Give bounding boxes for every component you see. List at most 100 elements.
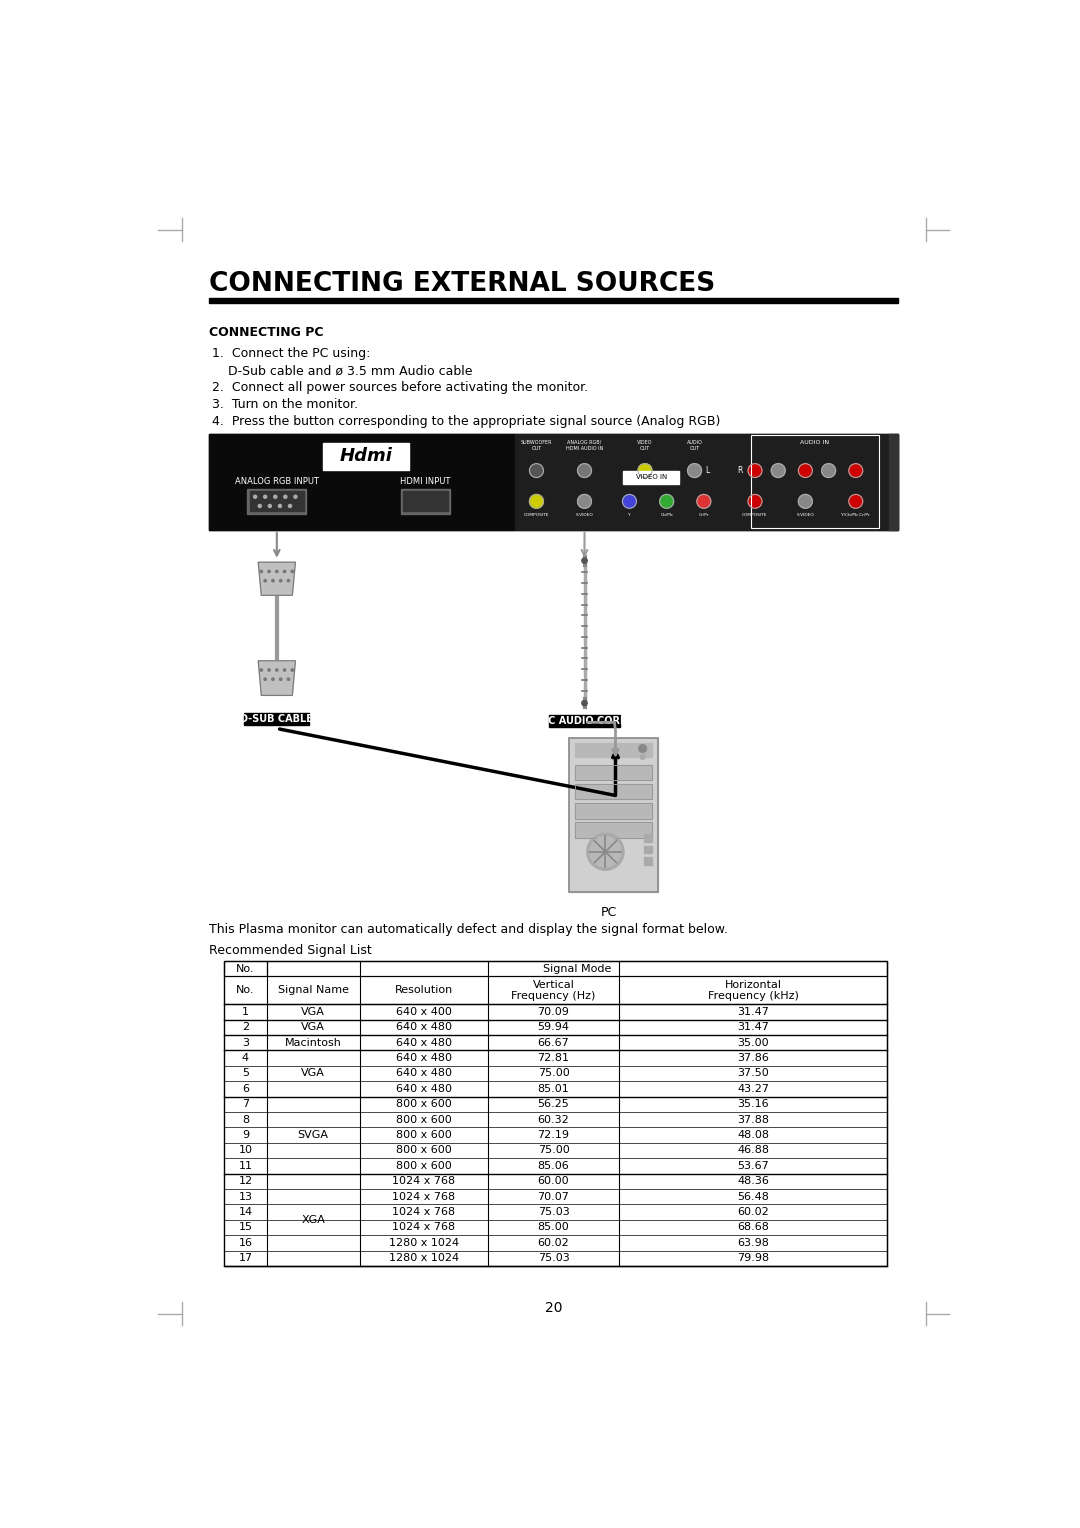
Text: 1.  Connect the PC using:: 1. Connect the PC using: xyxy=(213,347,370,361)
Text: 20: 20 xyxy=(544,1300,563,1314)
Circle shape xyxy=(529,463,543,477)
Text: 10: 10 xyxy=(239,1146,253,1155)
Text: D-Sub cable and ø 3.5 mm Audio cable: D-Sub cable and ø 3.5 mm Audio cable xyxy=(213,364,473,377)
Text: 7: 7 xyxy=(242,1099,249,1109)
Text: 4: 4 xyxy=(242,1053,249,1063)
Bar xyxy=(515,434,899,530)
Text: 5: 5 xyxy=(242,1068,248,1079)
Text: 15: 15 xyxy=(239,1222,253,1233)
Text: 75.03: 75.03 xyxy=(538,1253,569,1264)
Text: 31.47: 31.47 xyxy=(738,1022,769,1033)
Text: Resolution: Resolution xyxy=(394,986,453,995)
Text: 37.86: 37.86 xyxy=(738,1053,769,1063)
Polygon shape xyxy=(258,562,296,596)
Text: 1024 x 768: 1024 x 768 xyxy=(392,1207,456,1218)
Text: 63.98: 63.98 xyxy=(738,1238,769,1248)
Circle shape xyxy=(748,495,762,509)
Circle shape xyxy=(822,463,836,477)
Bar xyxy=(623,471,679,484)
Circle shape xyxy=(292,570,294,573)
Bar xyxy=(576,822,652,837)
Text: Y/Cb/Pb Cr/Pr: Y/Cb/Pb Cr/Pr xyxy=(841,513,870,516)
Text: 12: 12 xyxy=(239,1177,253,1186)
Text: Cb/Pb: Cb/Pb xyxy=(660,513,673,516)
Text: 800 x 600: 800 x 600 xyxy=(395,1161,451,1170)
Text: 2.  Connect all power sources before activating the monitor.: 2. Connect all power sources before acti… xyxy=(213,382,589,394)
Text: 14: 14 xyxy=(239,1207,253,1218)
Text: 800 x 600: 800 x 600 xyxy=(395,1131,451,1140)
Text: 56.25: 56.25 xyxy=(538,1099,569,1109)
Text: 1024 x 768: 1024 x 768 xyxy=(392,1192,456,1201)
Text: No.: No. xyxy=(237,964,255,973)
Circle shape xyxy=(283,669,286,671)
Circle shape xyxy=(268,669,270,671)
Text: 4.  Press the button corresponding to the appropriate signal source (Analog RGB): 4. Press the button corresponding to the… xyxy=(213,416,720,428)
Circle shape xyxy=(268,504,271,507)
Text: No.: No. xyxy=(237,986,255,995)
Bar xyxy=(225,961,887,1267)
Text: 70.07: 70.07 xyxy=(538,1192,569,1201)
Bar xyxy=(267,961,887,976)
Text: 48.08: 48.08 xyxy=(737,1131,769,1140)
Bar xyxy=(576,743,652,756)
Text: 640 x 400: 640 x 400 xyxy=(395,1007,451,1016)
Bar xyxy=(403,492,448,512)
Text: 640 x 480: 640 x 480 xyxy=(395,1083,451,1094)
Circle shape xyxy=(279,504,282,507)
Circle shape xyxy=(660,495,674,509)
Text: Recommended Signal List: Recommended Signal List xyxy=(208,944,372,957)
Text: 6: 6 xyxy=(242,1083,248,1094)
Text: Y: Y xyxy=(629,513,631,516)
Text: ANALOG RGB INPUT: ANALOG RGB INPUT xyxy=(234,477,319,486)
Polygon shape xyxy=(258,660,296,695)
Text: 3.  Turn on the monitor.: 3. Turn on the monitor. xyxy=(213,399,359,411)
Circle shape xyxy=(258,504,261,507)
Circle shape xyxy=(284,495,287,498)
Bar xyxy=(569,738,658,892)
Text: 43.27: 43.27 xyxy=(737,1083,769,1094)
Text: 37.50: 37.50 xyxy=(738,1068,769,1079)
Text: S-VIDEO: S-VIDEO xyxy=(576,513,593,516)
Circle shape xyxy=(264,678,267,680)
Text: 60.32: 60.32 xyxy=(538,1115,569,1125)
Bar xyxy=(401,489,450,513)
Circle shape xyxy=(638,463,652,477)
Text: 17: 17 xyxy=(239,1253,253,1264)
Text: COMPOSITE: COMPOSITE xyxy=(524,513,550,516)
Text: 35.00: 35.00 xyxy=(738,1038,769,1048)
Bar xyxy=(576,784,652,799)
Text: 59.94: 59.94 xyxy=(538,1022,569,1033)
Text: 75.00: 75.00 xyxy=(538,1068,569,1079)
Bar xyxy=(644,857,652,865)
Bar xyxy=(889,434,899,530)
Circle shape xyxy=(638,744,647,752)
Circle shape xyxy=(590,836,621,866)
Circle shape xyxy=(529,495,543,509)
Circle shape xyxy=(292,669,294,671)
Circle shape xyxy=(771,463,785,477)
Text: 56.48: 56.48 xyxy=(738,1192,769,1201)
Text: Cr/Pr: Cr/Pr xyxy=(699,513,710,516)
Text: 79.98: 79.98 xyxy=(737,1253,769,1264)
Text: PC AUDIO CORD: PC AUDIO CORD xyxy=(541,715,627,726)
Text: 48.36: 48.36 xyxy=(738,1177,769,1186)
Text: 640 x 480: 640 x 480 xyxy=(395,1038,451,1048)
Text: Macintosh: Macintosh xyxy=(285,1038,341,1048)
Text: 31.47: 31.47 xyxy=(738,1007,769,1016)
Text: Horizontal
Frequency (kHz): Horizontal Frequency (kHz) xyxy=(707,979,798,1001)
Text: 85.00: 85.00 xyxy=(538,1222,569,1233)
Circle shape xyxy=(582,700,588,706)
Text: Hdmi: Hdmi xyxy=(339,448,392,466)
Text: AUDIO IN: AUDIO IN xyxy=(800,440,829,445)
Bar xyxy=(576,804,652,819)
Text: 37.88: 37.88 xyxy=(737,1115,769,1125)
Text: 70.09: 70.09 xyxy=(538,1007,569,1016)
Bar xyxy=(576,764,652,781)
Circle shape xyxy=(798,495,812,509)
Text: S-VIDEO: S-VIDEO xyxy=(797,513,814,516)
Text: 11: 11 xyxy=(239,1161,253,1170)
Circle shape xyxy=(254,495,257,498)
Bar xyxy=(208,434,515,530)
Bar xyxy=(644,834,652,842)
Text: R: R xyxy=(737,466,742,475)
